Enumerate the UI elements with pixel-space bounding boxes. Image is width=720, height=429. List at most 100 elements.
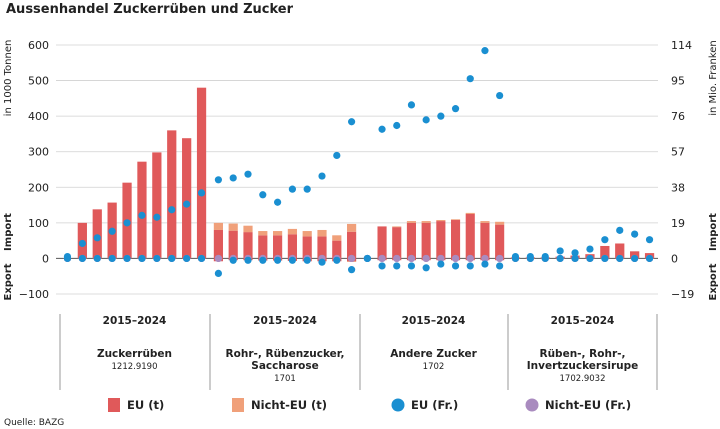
left-tick-label: 300: [28, 146, 49, 159]
dot-export-eu-fr: [437, 260, 445, 268]
bar-import-noneu: [392, 226, 402, 228]
bar-import-eu: [406, 222, 417, 259]
dot-export-eu-fr: [333, 256, 341, 264]
legend-label: EU (Fr.): [411, 398, 458, 412]
dot-export-eu-fr: [197, 254, 206, 263]
bar-import-noneu: [406, 221, 417, 223]
dot-export-eu-fr: [616, 254, 624, 263]
group-name: Invertzuckersirupe: [527, 360, 639, 372]
dot-export-eu-fr: [348, 266, 356, 274]
dots: [63, 47, 654, 278]
bar-import-eu: [302, 236, 312, 259]
bar-import-noneu: [347, 223, 357, 232]
dot-import-eu-fr: [631, 230, 639, 238]
dot-export-eu-fr: [138, 254, 146, 263]
bar-import-noneu: [228, 223, 238, 231]
group-years: 2015–2024: [253, 315, 317, 327]
group-years: 2015–2024: [103, 315, 167, 327]
dot-export-eu-fr: [288, 256, 296, 264]
dot-export-noneu-fr: [393, 254, 401, 263]
dot-export-noneu-fr: [348, 254, 356, 263]
dot-import-eu-fr: [437, 112, 445, 120]
dot-export-noneu-fr: [437, 254, 445, 263]
bar-import-noneu: [332, 235, 342, 241]
left-tick-label: 100: [28, 217, 49, 230]
dot-export-eu-fr: [259, 256, 267, 264]
right-tick-label: 76: [671, 110, 685, 123]
dot-import-eu-fr: [407, 101, 416, 109]
bar-import-eu: [421, 222, 431, 259]
bar-import-eu: [196, 87, 207, 259]
group-name: Rohr-, Rübenzucker,: [226, 348, 345, 360]
dot-import-eu-fr: [123, 219, 131, 227]
dot-import-eu-fr: [393, 121, 401, 130]
dot-export-noneu-fr: [407, 254, 416, 263]
right-tick-label: 19: [671, 217, 685, 230]
right-tick-label: 0: [671, 252, 678, 265]
group-code: 1702.9032: [560, 374, 606, 384]
bar-import-eu: [450, 220, 461, 259]
right-tick-label: −19: [671, 288, 694, 301]
bar-import-noneu: [450, 219, 461, 221]
left-tick-label: 600: [28, 39, 49, 52]
bar-import-eu: [377, 226, 387, 259]
dot-export-eu-fr: [93, 254, 101, 263]
dot-import-eu-fr: [378, 125, 386, 133]
bar-import-noneu: [287, 228, 297, 235]
dot-import-eu-fr: [511, 252, 520, 261]
bars: [77, 87, 655, 262]
bar-import-eu: [392, 227, 402, 259]
dot-export-eu-fr: [571, 254, 579, 263]
chart-title: Aussenhandel Zuckerrüben und Zucker: [6, 2, 294, 17]
right-tick-label: 57: [671, 146, 685, 159]
dot-export-noneu-fr: [481, 254, 489, 263]
dot-export-eu-fr: [451, 262, 460, 270]
bar-import-noneu: [317, 229, 327, 237]
dot-import-eu-fr: [303, 185, 311, 193]
left-export-label: Export: [3, 263, 14, 300]
right-export-label: Export: [708, 263, 719, 300]
dot-import-eu-fr: [645, 236, 654, 244]
dot-import-eu-fr: [197, 189, 206, 197]
bar-import-noneu: [213, 222, 223, 230]
bar-import-eu: [436, 221, 446, 259]
bar-import-eu: [287, 234, 297, 259]
dot-import-eu-fr: [363, 254, 371, 263]
dot-export-noneu-fr: [496, 254, 504, 263]
dot-import-eu-fr: [138, 211, 146, 219]
dot-import-eu-fr: [451, 105, 460, 113]
bar-import-eu: [480, 222, 490, 259]
group-name: Andere Zucker: [390, 348, 477, 360]
dot-export-eu-fr: [108, 254, 116, 263]
right-tick-label: 114: [671, 39, 692, 52]
dot-import-eu-fr: [229, 174, 237, 182]
group-years: 2015–2024: [402, 315, 466, 327]
bar-import-noneu: [465, 212, 475, 214]
bar-import-eu: [152, 152, 162, 259]
group-name: Zuckerrüben: [97, 348, 172, 360]
right-axis-ticks: 114 95 76 57 38 19 0 −19: [671, 39, 694, 301]
dot-export-eu-fr: [601, 254, 609, 263]
bar-import-eu: [600, 245, 610, 259]
bar-import-noneu: [243, 225, 253, 233]
dot-export-eu-fr: [274, 256, 282, 264]
bar-import-noneu: [302, 231, 312, 237]
dot-export-eu-fr: [123, 254, 131, 263]
bar-import-eu: [273, 235, 283, 259]
bar-import-eu: [495, 224, 505, 259]
dot-export-eu-fr: [378, 262, 386, 270]
dot-export-eu-fr: [586, 254, 594, 263]
bar-import-eu: [228, 230, 238, 259]
group-labels: 2015–2024 Zuckerrüben 1212.9190 2015–2024 Ro…: [59, 314, 658, 390]
dot-export-eu-fr: [183, 254, 191, 263]
dot-export-eu-fr: [631, 254, 639, 263]
legend-swatch: [391, 398, 405, 412]
bar-import-eu: [167, 130, 177, 259]
dot-import-eu-fr: [288, 185, 296, 193]
group-code: 1702: [423, 362, 445, 372]
dot-import-eu-fr: [601, 236, 609, 244]
dot-export-eu-fr: [556, 254, 564, 263]
bar-import-noneu: [436, 220, 446, 222]
dot-export-eu-fr: [422, 264, 430, 272]
